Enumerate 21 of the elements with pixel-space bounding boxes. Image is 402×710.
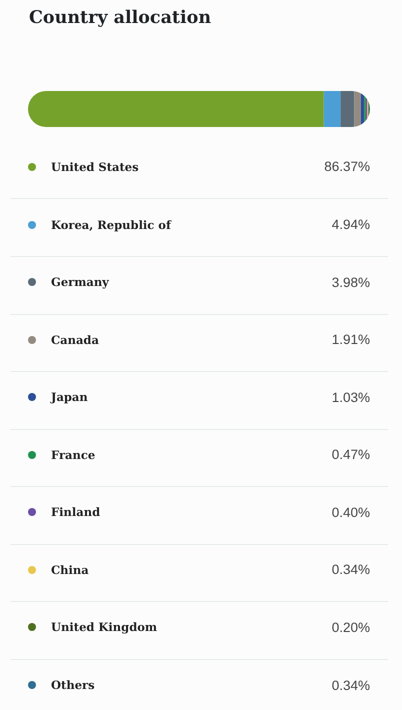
category-label: Korea, Republic of bbox=[51, 218, 171, 232]
category-label: China bbox=[51, 562, 89, 577]
text: 0.34% bbox=[332, 562, 370, 578]
category-label: France bbox=[51, 448, 96, 462]
text: 4.94% bbox=[332, 217, 370, 232]
text: 0.34% bbox=[332, 678, 370, 693]
text: 1.03% bbox=[332, 390, 370, 405]
text: 86.37% bbox=[324, 159, 370, 174]
text: 0.40% bbox=[332, 504, 370, 520]
category-label: Japan bbox=[51, 390, 88, 404]
category-label: Finland bbox=[51, 505, 100, 520]
text: 1.91% bbox=[332, 332, 370, 348]
category-label: Others bbox=[51, 678, 95, 692]
category-label: United Kingdom bbox=[51, 620, 158, 634]
category-label: Germany bbox=[51, 275, 109, 290]
text: 3.98% bbox=[332, 274, 370, 290]
chart-title: Country allocation bbox=[29, 7, 212, 30]
category-label: United States bbox=[51, 160, 139, 174]
text: 0.20% bbox=[332, 620, 370, 635]
category-label: Canada bbox=[51, 332, 99, 347]
text: 0.47% bbox=[332, 447, 370, 462]
